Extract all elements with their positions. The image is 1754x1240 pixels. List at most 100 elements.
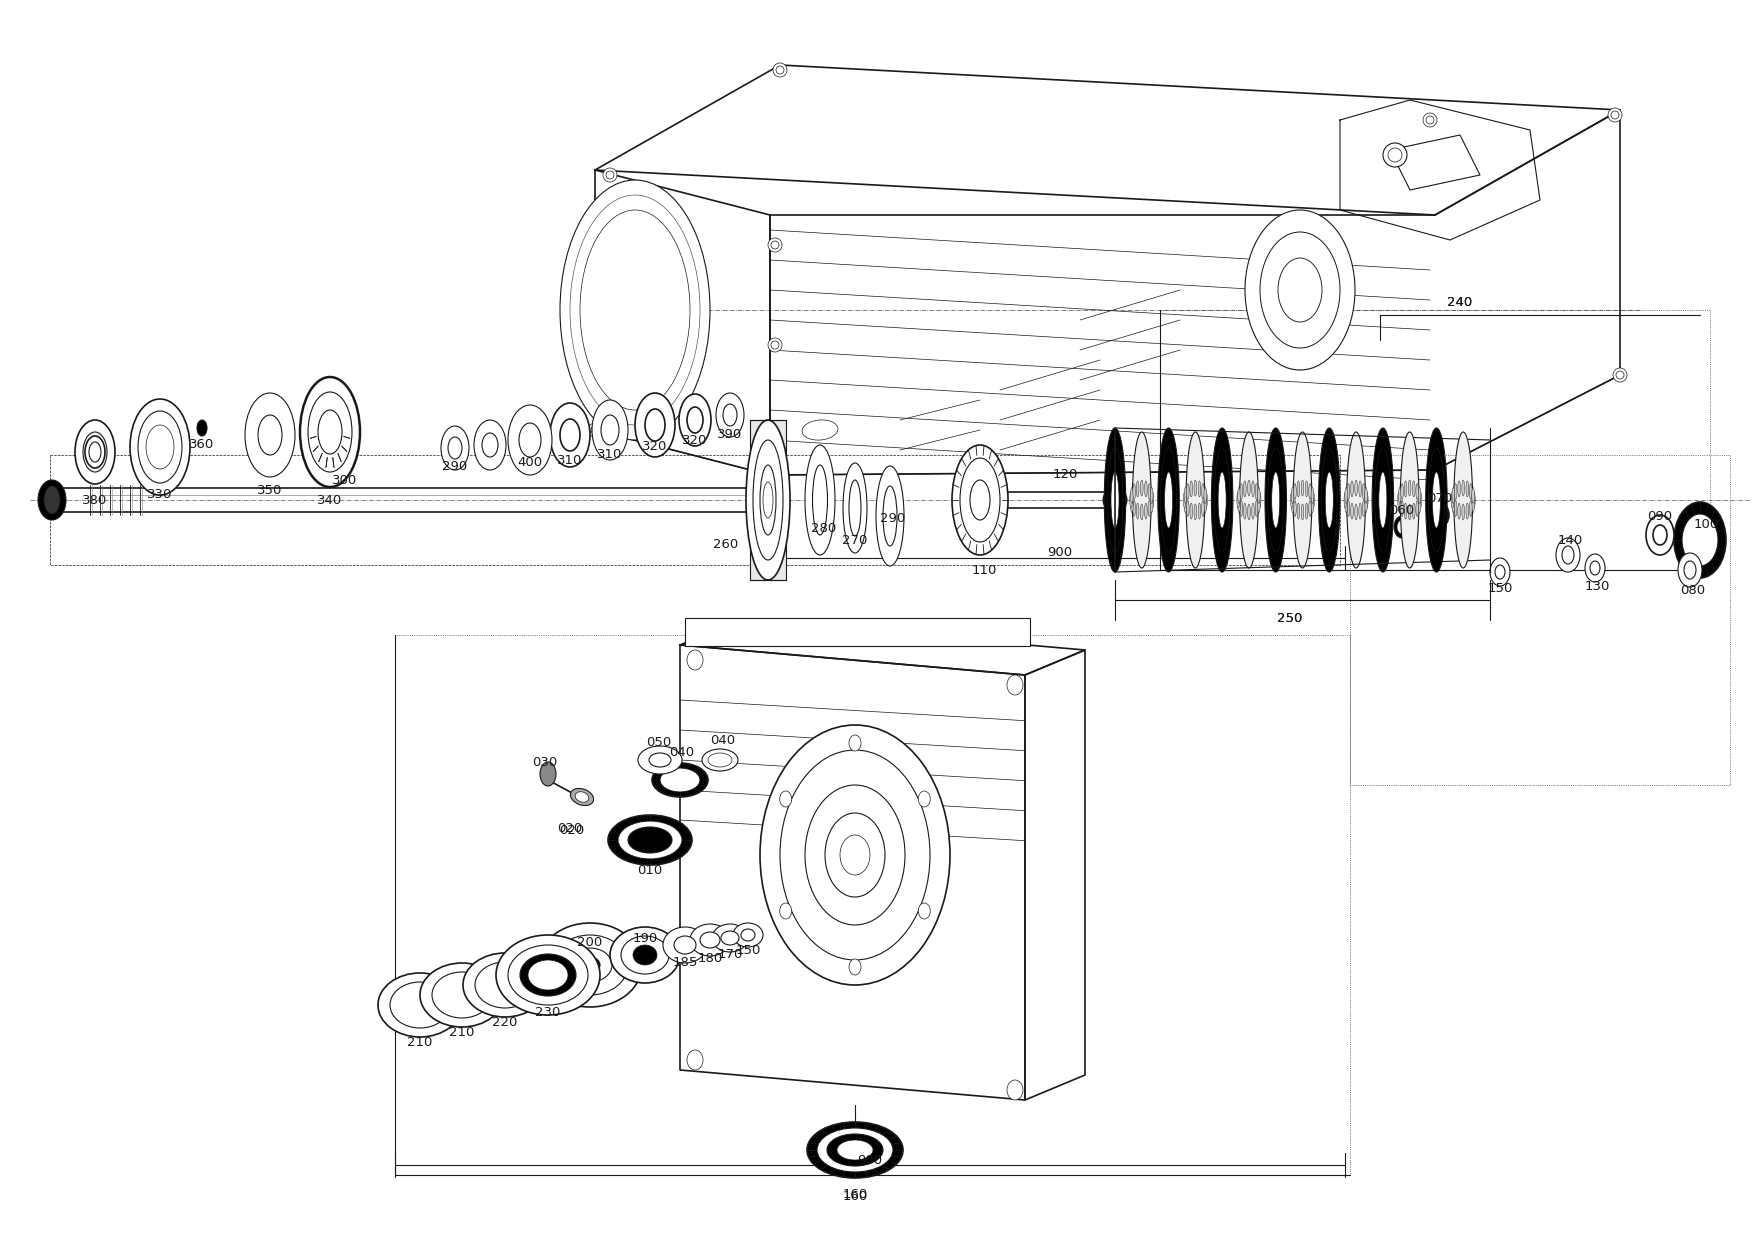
Ellipse shape (826, 1135, 882, 1166)
Text: 185: 185 (672, 956, 698, 970)
Ellipse shape (781, 791, 791, 807)
Ellipse shape (1184, 492, 1186, 508)
Ellipse shape (581, 210, 689, 410)
Ellipse shape (1189, 481, 1193, 497)
Ellipse shape (1291, 487, 1294, 503)
Ellipse shape (1305, 503, 1308, 520)
Ellipse shape (1365, 492, 1368, 508)
Ellipse shape (603, 167, 617, 182)
Ellipse shape (709, 753, 731, 768)
Ellipse shape (146, 425, 174, 469)
Ellipse shape (1240, 432, 1258, 568)
Ellipse shape (759, 725, 951, 985)
Ellipse shape (837, 1140, 873, 1159)
Ellipse shape (1398, 496, 1401, 512)
Ellipse shape (824, 813, 886, 897)
Ellipse shape (1107, 448, 1123, 552)
Ellipse shape (1351, 481, 1354, 497)
Ellipse shape (258, 415, 282, 455)
Ellipse shape (317, 410, 342, 454)
Ellipse shape (1279, 258, 1323, 322)
Bar (751, 420, 786, 580)
Ellipse shape (1359, 481, 1361, 497)
Ellipse shape (39, 480, 67, 520)
Ellipse shape (1345, 487, 1347, 503)
Ellipse shape (1652, 525, 1666, 546)
Ellipse shape (1237, 492, 1240, 508)
Ellipse shape (812, 465, 828, 534)
Ellipse shape (1415, 501, 1419, 517)
Ellipse shape (593, 401, 628, 460)
Ellipse shape (1405, 503, 1407, 520)
Ellipse shape (807, 1122, 903, 1178)
Ellipse shape (519, 423, 540, 458)
Ellipse shape (482, 433, 498, 458)
Ellipse shape (763, 467, 777, 482)
Ellipse shape (1301, 480, 1303, 496)
Ellipse shape (1359, 503, 1361, 520)
Ellipse shape (1247, 480, 1251, 496)
Ellipse shape (1451, 492, 1454, 508)
Ellipse shape (617, 821, 682, 859)
Ellipse shape (1419, 496, 1421, 512)
Ellipse shape (1301, 503, 1303, 520)
Ellipse shape (1396, 520, 1407, 534)
Ellipse shape (1673, 502, 1726, 578)
Ellipse shape (1105, 428, 1126, 572)
Ellipse shape (1165, 472, 1173, 528)
Text: 330: 330 (147, 489, 172, 501)
Ellipse shape (1201, 484, 1205, 500)
Text: 230: 230 (535, 1006, 561, 1018)
Ellipse shape (44, 486, 60, 515)
Ellipse shape (1556, 538, 1580, 572)
Text: 180: 180 (698, 951, 723, 965)
Ellipse shape (560, 180, 710, 440)
Ellipse shape (1140, 480, 1144, 496)
Ellipse shape (1007, 675, 1023, 694)
Ellipse shape (1458, 503, 1461, 520)
Ellipse shape (1375, 448, 1391, 552)
Ellipse shape (1645, 515, 1673, 556)
Ellipse shape (1473, 492, 1475, 508)
Ellipse shape (702, 749, 738, 771)
Ellipse shape (1454, 501, 1458, 517)
Ellipse shape (633, 945, 658, 965)
Ellipse shape (1387, 148, 1401, 162)
Ellipse shape (723, 404, 737, 427)
Ellipse shape (1137, 503, 1138, 520)
Ellipse shape (1679, 553, 1701, 587)
Ellipse shape (1458, 481, 1461, 497)
Ellipse shape (660, 768, 700, 792)
Ellipse shape (628, 827, 672, 853)
Ellipse shape (588, 423, 602, 436)
Ellipse shape (688, 1050, 703, 1070)
Ellipse shape (1201, 501, 1205, 517)
Text: 290: 290 (881, 511, 905, 525)
Ellipse shape (772, 341, 779, 348)
Ellipse shape (1256, 501, 1258, 517)
Ellipse shape (1184, 496, 1187, 512)
Ellipse shape (1265, 428, 1286, 572)
Ellipse shape (610, 928, 681, 983)
Ellipse shape (1615, 371, 1624, 379)
Ellipse shape (752, 440, 782, 560)
Text: 120: 120 (1052, 469, 1077, 481)
Ellipse shape (1431, 466, 1438, 474)
Ellipse shape (1194, 503, 1196, 520)
Ellipse shape (1398, 492, 1400, 508)
Ellipse shape (805, 445, 835, 556)
Ellipse shape (1245, 210, 1356, 370)
Text: 160: 160 (842, 1188, 868, 1202)
Ellipse shape (1189, 503, 1193, 520)
Ellipse shape (840, 835, 870, 875)
Ellipse shape (781, 750, 930, 960)
Ellipse shape (635, 393, 675, 458)
Ellipse shape (1217, 472, 1226, 528)
Ellipse shape (300, 377, 360, 487)
Ellipse shape (875, 466, 903, 565)
Ellipse shape (1194, 480, 1196, 496)
Ellipse shape (1259, 232, 1340, 348)
Ellipse shape (1435, 507, 1445, 523)
Ellipse shape (1258, 496, 1259, 512)
Ellipse shape (959, 458, 1000, 542)
